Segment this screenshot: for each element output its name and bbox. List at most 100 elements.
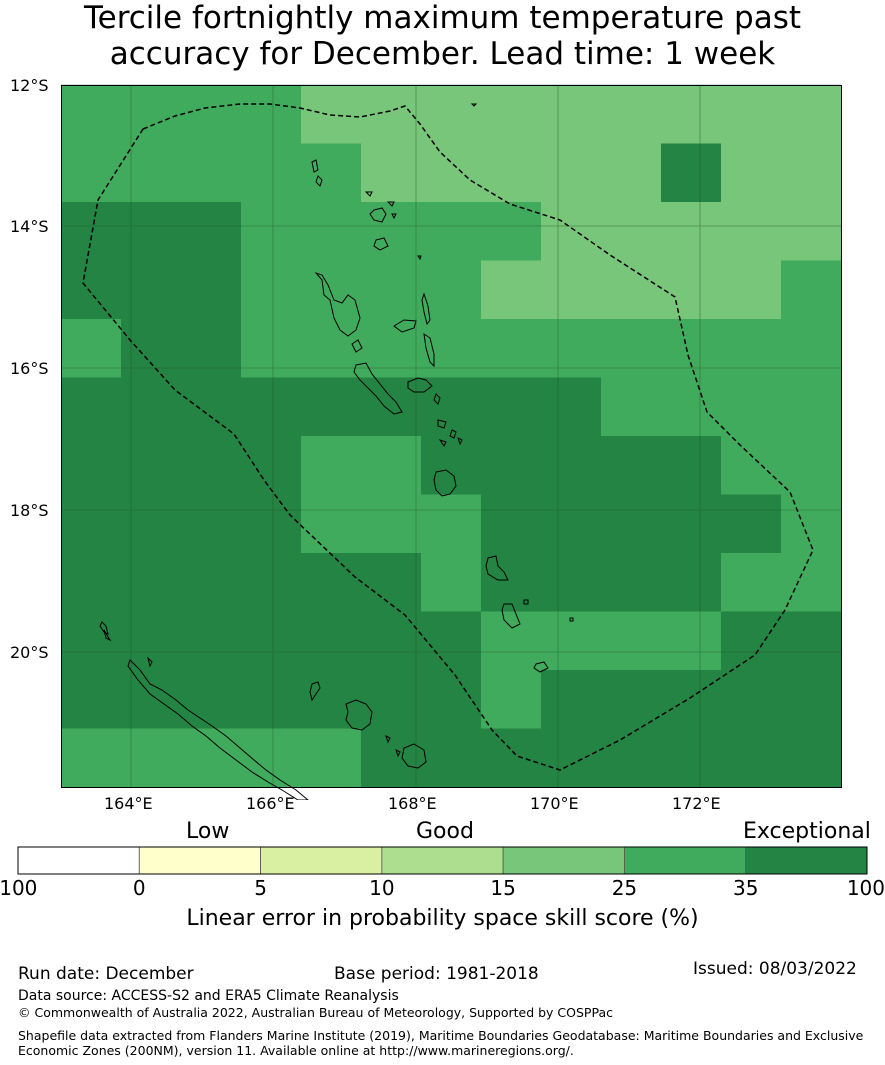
- grid-cell: [481, 319, 542, 378]
- grid-cell: [721, 494, 782, 554]
- grid-cell: [301, 611, 362, 671]
- grid-cell: [181, 202, 242, 261]
- grid-cell: [301, 202, 362, 261]
- grid-cell: [121, 670, 182, 729]
- lat-label-12s: 12°S: [10, 76, 49, 95]
- grid-cell: [421, 85, 482, 144]
- grid-cell: [601, 670, 662, 729]
- skill-map: [61, 84, 842, 800]
- torres-islands: [470, 103, 478, 107]
- grid-cell: [661, 728, 722, 788]
- grid-cell: [481, 553, 542, 612]
- grid-cell: [601, 143, 662, 203]
- grid-cell: [601, 553, 662, 612]
- grid-cell: [301, 436, 362, 495]
- colorbar-segment: [138, 846, 261, 875]
- grid-cell: [661, 85, 722, 144]
- grid-cell: [721, 85, 782, 144]
- grid-cell: [541, 377, 602, 437]
- ouvea-island: [309, 681, 321, 702]
- grid-cell: [541, 143, 602, 203]
- grid-cell: [61, 377, 122, 437]
- colorbar-tick-label: 5: [254, 876, 267, 900]
- futuna-island: [569, 617, 574, 622]
- grid-cell: [481, 436, 542, 495]
- grid-cell: [481, 85, 542, 144]
- grid-cell: [121, 319, 182, 378]
- colorbar: [17, 846, 868, 875]
- grid-cell: [421, 436, 482, 495]
- colorbar-tick-label: 100: [846, 876, 885, 900]
- grid-cell: [481, 377, 542, 437]
- grid-cell: [361, 143, 422, 203]
- grid-cell: [421, 377, 482, 437]
- grid-cell: [661, 143, 722, 203]
- grid-cell: [781, 611, 842, 671]
- grid-cell: [661, 611, 722, 671]
- grid-cell: [421, 202, 482, 261]
- grid-cell: [541, 728, 602, 788]
- grid-cell: [781, 436, 842, 495]
- aniwa-island: [523, 599, 529, 605]
- grid-cell: [181, 319, 242, 378]
- merelava-island: [373, 237, 422, 261]
- grid-cell: [181, 260, 242, 320]
- grid-cell: [181, 436, 242, 495]
- grid-cell: [241, 260, 302, 320]
- grid-cell: [241, 377, 302, 437]
- colorbar-tick-label: 35: [732, 876, 759, 900]
- malekula-island: [353, 362, 403, 415]
- colorbar-segment: [745, 846, 868, 875]
- lon-label-166e: 166°E: [246, 794, 295, 813]
- grid-cell: [661, 494, 722, 554]
- grid-cell: [481, 670, 542, 729]
- grid-cell: [781, 670, 842, 729]
- grid-cell: [61, 85, 122, 144]
- grid-cell: [241, 670, 302, 729]
- grid-cell: [61, 611, 122, 671]
- title-line-2: accuracy for December. Lead time: 1 week: [109, 36, 776, 72]
- grid-cell: [601, 494, 662, 554]
- grid-cell: [421, 494, 482, 554]
- grid-cell: [361, 319, 422, 378]
- tanna-island: [501, 603, 521, 629]
- colorbar-label-exceptional: Exceptional: [743, 819, 871, 844]
- epi-island: [437, 419, 447, 429]
- grid-cell: [661, 553, 722, 612]
- ambrym-island: [407, 377, 433, 393]
- paama-island: [433, 393, 441, 405]
- grid-cell: [781, 377, 842, 437]
- grid-cell: [421, 611, 482, 671]
- grid-cell: [661, 202, 722, 261]
- grid-cell: [541, 494, 602, 554]
- grid-cell: [781, 319, 842, 378]
- grid-cell: [541, 202, 602, 261]
- new-caledonia: [127, 659, 309, 800]
- grid-cell: [301, 143, 362, 203]
- mare-island: [401, 743, 427, 769]
- grid-cell: [481, 611, 542, 671]
- banks-islands: [311, 159, 397, 223]
- grid-cell: [121, 553, 182, 612]
- grid-cell: [61, 494, 122, 554]
- grid-cell: [601, 260, 662, 320]
- grid-cell: [241, 319, 302, 378]
- grid-cell: [541, 260, 602, 320]
- colorbar-segment: [260, 846, 383, 875]
- maewo-island: [421, 292, 431, 326]
- grid-cell: [121, 143, 182, 203]
- grid-cell: [661, 670, 722, 729]
- grid-cell: [61, 436, 122, 495]
- grid-cell: [181, 553, 242, 612]
- grid-cell: [601, 202, 662, 261]
- grid-cell: [241, 85, 302, 144]
- islets-loyalty: [147, 656, 401, 758]
- grid-cell: [361, 611, 422, 671]
- grid-cell: [181, 728, 242, 788]
- grid-cell: [181, 377, 242, 437]
- colorbar-tick-label: 10: [369, 876, 395, 900]
- grid-cell: [721, 553, 782, 612]
- grid-cell: [721, 319, 782, 378]
- title-line-1: Tercile fortnightly maximum temperature …: [83, 0, 802, 36]
- grid-cell: [421, 670, 482, 729]
